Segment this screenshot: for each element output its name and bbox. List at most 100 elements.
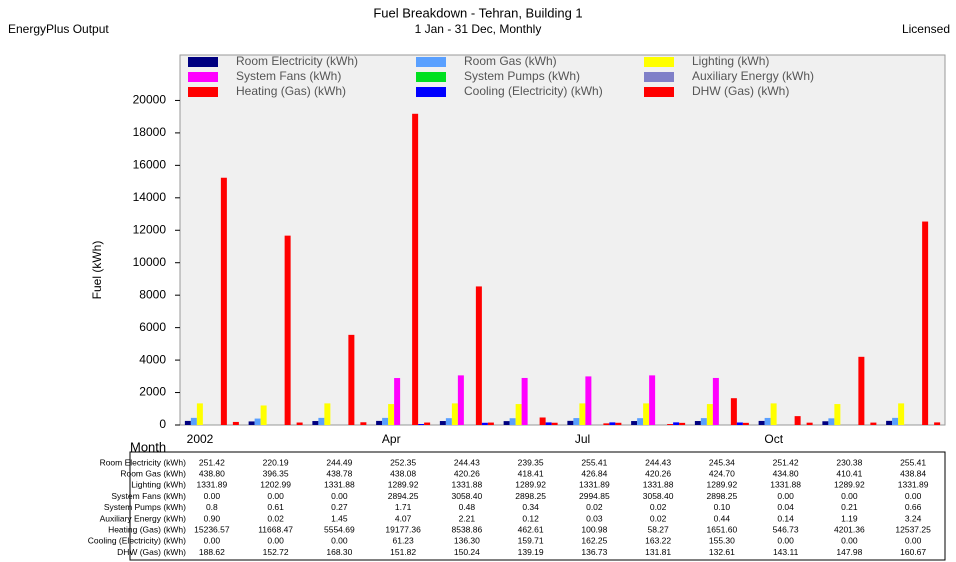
x-tick-label: Oct [764, 432, 783, 446]
bar [284, 235, 291, 425]
table-cell: 438.08 [390, 468, 416, 478]
table-cell: 0.14 [777, 513, 794, 523]
table-cell: 2.21 [459, 513, 476, 523]
table-cell: 252.35 [390, 457, 416, 467]
bar [220, 177, 227, 425]
table-cell: 2898.25 [515, 491, 546, 501]
bar [794, 416, 801, 425]
table-cell: 1331.89 [898, 480, 929, 490]
table-cell: 5554.69 [324, 524, 355, 534]
y-tick-label: 0 [159, 417, 166, 431]
table-cell: 0.00 [905, 491, 922, 501]
table-cell: 100.98 [581, 524, 607, 534]
table-cell: 0.10 [714, 502, 731, 512]
table-cell: 420.26 [645, 468, 671, 478]
table-cell: 160.67 [900, 547, 926, 557]
table-cell: 3058.40 [643, 491, 674, 501]
table-cell: 136.30 [454, 536, 480, 546]
table-cell: 0.44 [714, 513, 731, 523]
table-cell: 0.00 [331, 536, 348, 546]
bar [539, 417, 546, 425]
table-cell: 159.71 [518, 536, 544, 546]
bar [388, 404, 395, 425]
table-row-label: DHW (Gas) (kWh) [117, 547, 186, 557]
legend-swatch [416, 72, 446, 82]
table-cell: 0.00 [204, 536, 221, 546]
bar [360, 422, 367, 425]
bar [196, 403, 203, 425]
bar [730, 398, 737, 425]
table-cell: 239.35 [518, 457, 544, 467]
bar [649, 375, 656, 425]
bar [439, 421, 446, 425]
table-cell: 188.62 [199, 547, 225, 557]
bar [318, 417, 325, 425]
y-tick-label: 10000 [133, 255, 167, 269]
bar [892, 417, 899, 425]
bar [382, 417, 389, 425]
table-cell: 0.00 [905, 536, 922, 546]
table-cell: 244.43 [645, 457, 671, 467]
bar [615, 422, 622, 425]
table-cell: 151.82 [390, 547, 416, 557]
bar [898, 403, 905, 425]
table-cell: 251.42 [199, 457, 225, 467]
legend-swatch [188, 72, 218, 82]
table-cell: 424.70 [709, 468, 735, 478]
table-cell: 245.34 [709, 457, 735, 467]
table-cell: 462.61 [518, 524, 544, 534]
y-tick-label: 2000 [139, 385, 166, 399]
bar [828, 418, 835, 425]
bar [394, 378, 401, 425]
y-tick-label: 8000 [139, 287, 166, 301]
bar [296, 422, 303, 425]
table-cell: 163.22 [645, 536, 671, 546]
table-cell: 0.02 [650, 513, 667, 523]
table-cell: 162.25 [581, 536, 607, 546]
bar [184, 420, 191, 425]
bar [700, 418, 707, 425]
table-cell: 0.03 [586, 513, 603, 523]
bar [679, 422, 686, 425]
table-cell: 2994.85 [579, 491, 610, 501]
y-tick-label: 14000 [133, 190, 167, 204]
table-cell: 0.66 [905, 502, 922, 512]
table-cell: 0.21 [841, 502, 858, 512]
bar [545, 422, 552, 425]
bar [922, 221, 929, 425]
bar [870, 422, 877, 425]
table-row-label: Auxiliary Energy (kWh) [100, 513, 187, 523]
y-tick-label: 18000 [133, 125, 167, 139]
bar [603, 423, 610, 425]
legend-swatch [416, 87, 446, 97]
bar [886, 420, 893, 425]
bar [254, 418, 261, 425]
bar [834, 404, 841, 425]
table-cell: 1.45 [331, 513, 348, 523]
table-cell: 438.78 [326, 468, 352, 478]
table-row-label: Room Electricity (kWh) [100, 457, 187, 467]
bar [758, 420, 765, 425]
bar [248, 421, 255, 425]
bar [643, 403, 650, 425]
bar [764, 417, 771, 425]
legend-label: System Fans (kWh) [236, 69, 341, 83]
legend-label: System Pumps (kWh) [464, 69, 580, 83]
bar [694, 421, 701, 425]
y-tick-label: 12000 [133, 222, 167, 236]
bar [312, 421, 319, 425]
legend-label: Heating (Gas) (kWh) [236, 84, 346, 98]
table-cell: 0.12 [522, 513, 539, 523]
legend-label: Room Gas (kWh) [464, 54, 557, 68]
table-cell: 8538.86 [452, 524, 483, 534]
table-cell: 1289.92 [388, 480, 419, 490]
table-cell: 0.00 [777, 491, 794, 501]
bar [667, 424, 674, 425]
bar [579, 403, 586, 425]
bar [673, 422, 680, 425]
table-cell: 0.48 [459, 502, 476, 512]
right-note: Licensed [902, 22, 950, 36]
plot-area [179, 54, 946, 426]
table-cell: 1331.89 [579, 480, 610, 490]
table-cell: 546.73 [773, 524, 799, 534]
